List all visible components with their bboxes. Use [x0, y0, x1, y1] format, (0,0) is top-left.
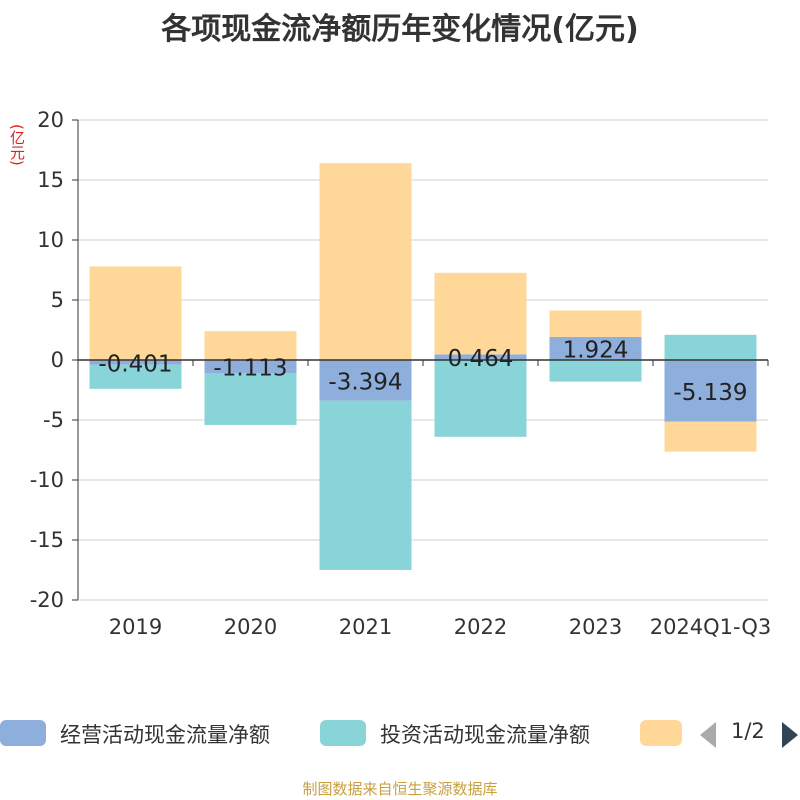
y-tick-label: 5	[51, 288, 64, 312]
legend: 经营活动现金流量净额 投资活动现金流量净额 1/2	[0, 716, 800, 752]
bar-operating-2019	[89, 360, 182, 365]
bar-operating-2021	[319, 360, 412, 401]
x-tick-label: 2019	[109, 615, 162, 639]
bar-financing-2020	[204, 331, 297, 360]
bar-financing-2023	[549, 310, 642, 337]
legend-next-page-arrow-icon[interactable]	[782, 722, 798, 748]
legend-swatch-investing[interactable]	[320, 720, 366, 746]
bar-investing-2024Q1-Q3	[664, 334, 757, 360]
y-tick-label: -5	[43, 408, 64, 432]
x-tick-label: 2020	[224, 615, 277, 639]
y-axis-unit-label: (亿元)	[8, 124, 26, 166]
legend-prev-page-arrow-icon[interactable]	[700, 722, 716, 748]
data-label-operating: -5.139	[673, 380, 747, 406]
bar-investing-2022	[434, 360, 527, 437]
x-tick-label: 2023	[569, 615, 622, 639]
y-tick-label: -10	[30, 468, 64, 492]
bar-investing-2020	[204, 373, 297, 425]
legend-swatch-operating[interactable]	[0, 720, 46, 746]
bar-financing-2024Q1-Q3	[664, 421, 757, 452]
legend-label-investing[interactable]: 投资活动现金流量净额	[380, 723, 590, 747]
data-source-note: 制图数据来自恒生聚源数据库	[302, 780, 498, 798]
y-tick-label: 20	[37, 108, 64, 132]
legend-page-indicator: 1/2	[731, 719, 765, 743]
data-label-operating: -1.113	[213, 356, 287, 382]
bar-operating-2022	[434, 354, 527, 360]
bar-investing-2021	[319, 400, 412, 570]
y-tick-label: -15	[30, 528, 64, 552]
data-label-operating: 1.924	[563, 337, 629, 363]
data-label-operating: -0.401	[98, 351, 172, 377]
bar-operating-2024Q1-Q3	[664, 360, 757, 422]
chart-title: 各项现金流净额历年变化情况(亿元)	[161, 12, 639, 47]
legend-swatch-financing[interactable]	[640, 720, 682, 746]
y-tick-label: 10	[37, 228, 64, 252]
x-tick-label: 2021	[339, 615, 392, 639]
bar-operating-2023	[549, 336, 642, 360]
y-tick-label: 0	[51, 348, 64, 372]
y-tick-label: -20	[30, 588, 64, 612]
data-label-operating: 0.464	[448, 346, 514, 372]
x-tick-label: 2022	[454, 615, 507, 639]
bar-operating-2020	[204, 360, 297, 374]
y-tick-label: 15	[37, 168, 64, 192]
bar-financing-2019	[89, 266, 182, 360]
bar-investing-2023	[549, 360, 642, 382]
bar-financing-2021	[319, 163, 412, 360]
legend-label-operating[interactable]: 经营活动现金流量净额	[60, 723, 270, 747]
bar-financing-2022	[434, 272, 527, 355]
bar-investing-2019	[89, 364, 182, 389]
data-label-operating: -3.394	[328, 369, 402, 395]
x-tick-label: 2024Q1-Q3	[650, 615, 772, 639]
